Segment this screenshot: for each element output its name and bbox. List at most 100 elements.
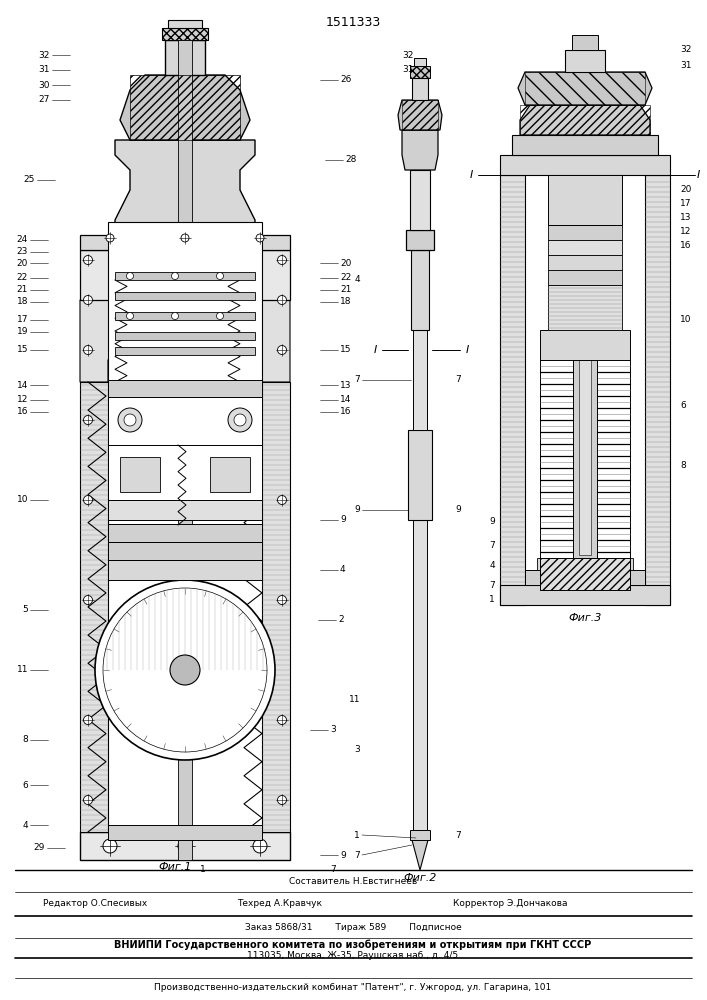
Circle shape bbox=[234, 414, 246, 426]
Text: 10: 10 bbox=[16, 495, 28, 504]
Text: 7: 7 bbox=[489, 580, 495, 589]
Text: 11: 11 bbox=[349, 696, 360, 704]
Bar bbox=[410, 170, 430, 230]
Text: Производственно-издательский комбинат "Патент", г. Ужгород, ул. Гагарина, 101: Производственно-издательский комбинат "П… bbox=[154, 984, 551, 992]
Text: 7: 7 bbox=[354, 375, 360, 384]
Circle shape bbox=[83, 346, 93, 355]
Bar bbox=[548, 285, 622, 330]
Text: 1: 1 bbox=[200, 865, 206, 874]
Text: 12: 12 bbox=[17, 395, 28, 404]
Text: 2: 2 bbox=[338, 615, 344, 624]
Text: Заказ 5868/31        Тираж 589        Подписное: Заказ 5868/31 Тираж 589 Подписное bbox=[245, 922, 462, 932]
Bar bbox=[115, 292, 255, 300]
Bar bbox=[80, 382, 108, 832]
Text: 19: 19 bbox=[16, 328, 28, 336]
Text: Фиг.2: Фиг.2 bbox=[403, 873, 437, 883]
Bar bbox=[540, 558, 630, 590]
Circle shape bbox=[83, 255, 93, 264]
Text: 26: 26 bbox=[340, 76, 351, 85]
Text: 30: 30 bbox=[38, 81, 50, 90]
Bar bbox=[80, 832, 290, 860]
Circle shape bbox=[216, 312, 223, 320]
Bar bbox=[108, 397, 262, 445]
Circle shape bbox=[83, 796, 93, 804]
Polygon shape bbox=[518, 72, 652, 105]
Bar bbox=[410, 830, 430, 840]
Text: 4: 4 bbox=[340, 566, 346, 574]
Circle shape bbox=[278, 495, 286, 504]
Text: 11: 11 bbox=[16, 666, 28, 674]
Bar bbox=[573, 175, 597, 558]
Bar bbox=[178, 40, 192, 860]
Text: 1: 1 bbox=[489, 595, 495, 604]
Bar bbox=[500, 585, 670, 605]
Text: 4: 4 bbox=[354, 275, 360, 284]
Text: 7: 7 bbox=[455, 830, 461, 840]
Text: ВНИИПИ Государственного комитета по изобретениям и открытиям при ГКНТ СССР: ВНИИПИ Государственного комитета по изоб… bbox=[115, 940, 592, 950]
Text: I: I bbox=[469, 170, 473, 180]
Circle shape bbox=[170, 655, 200, 685]
Bar bbox=[413, 330, 427, 430]
Text: 13: 13 bbox=[340, 380, 351, 389]
Text: 17: 17 bbox=[680, 200, 691, 209]
Bar bbox=[168, 20, 202, 28]
Circle shape bbox=[278, 296, 286, 304]
Text: 9: 9 bbox=[354, 506, 360, 514]
Polygon shape bbox=[115, 140, 255, 235]
Text: 6: 6 bbox=[22, 780, 28, 790]
Circle shape bbox=[278, 255, 286, 264]
Circle shape bbox=[178, 839, 192, 853]
Text: 9: 9 bbox=[489, 518, 495, 526]
Text: 9: 9 bbox=[455, 506, 461, 514]
Circle shape bbox=[181, 234, 189, 242]
Text: 9: 9 bbox=[340, 516, 346, 524]
Bar bbox=[512, 135, 658, 155]
Text: 21: 21 bbox=[340, 286, 351, 294]
Bar bbox=[414, 58, 426, 66]
Bar bbox=[540, 558, 630, 590]
Polygon shape bbox=[398, 100, 442, 130]
Text: 18: 18 bbox=[340, 298, 351, 306]
Bar bbox=[565, 50, 605, 72]
Text: 4: 4 bbox=[23, 820, 28, 830]
Text: 29: 29 bbox=[34, 844, 45, 852]
Bar bbox=[410, 66, 430, 78]
Circle shape bbox=[127, 272, 134, 279]
Bar bbox=[579, 178, 591, 555]
Bar bbox=[115, 272, 255, 280]
Text: 4: 4 bbox=[489, 560, 495, 570]
Circle shape bbox=[83, 595, 93, 604]
Bar bbox=[413, 400, 427, 830]
Text: 32: 32 bbox=[680, 45, 691, 54]
Bar bbox=[210, 457, 250, 492]
Text: 9: 9 bbox=[340, 850, 346, 859]
Bar bbox=[408, 430, 432, 520]
Circle shape bbox=[216, 272, 223, 279]
Circle shape bbox=[106, 234, 114, 242]
Bar bbox=[540, 358, 630, 558]
Circle shape bbox=[124, 414, 136, 426]
Bar bbox=[108, 380, 262, 400]
Bar bbox=[520, 105, 650, 135]
Bar bbox=[548, 255, 622, 270]
Bar bbox=[108, 825, 262, 840]
Polygon shape bbox=[80, 300, 130, 382]
Circle shape bbox=[278, 796, 286, 804]
Polygon shape bbox=[412, 840, 428, 870]
Bar bbox=[645, 175, 670, 605]
Text: 14: 14 bbox=[340, 395, 351, 404]
Text: 3: 3 bbox=[330, 726, 336, 734]
Circle shape bbox=[172, 312, 178, 320]
Bar bbox=[80, 235, 290, 250]
Bar bbox=[525, 72, 645, 105]
Bar bbox=[537, 558, 633, 570]
Text: 7: 7 bbox=[330, 865, 336, 874]
Bar bbox=[165, 40, 205, 75]
Circle shape bbox=[83, 296, 93, 304]
Text: I: I bbox=[465, 345, 469, 355]
Circle shape bbox=[256, 234, 264, 242]
Circle shape bbox=[103, 839, 117, 853]
Bar bbox=[411, 250, 429, 330]
Bar bbox=[80, 250, 290, 300]
Text: 7: 7 bbox=[455, 375, 461, 384]
